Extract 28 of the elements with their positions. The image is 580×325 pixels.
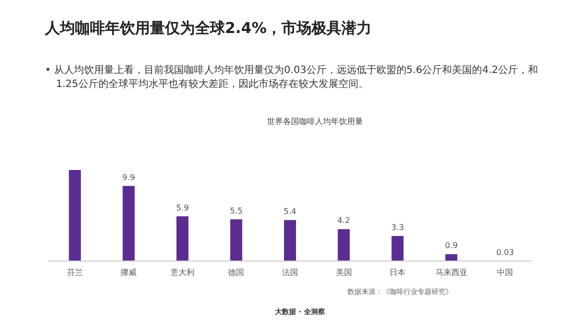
x-tick-label: 德国	[228, 268, 244, 277]
text: • 从人均饮用量上看，目前我国咖啡人均年饮用量仅为0.03公斤，远远低于欧盟的5.6公斤和美国的4.2公斤，和1.25公斤的全球平均水平也有较大差距，因此市场存在较大发展空间。	[45, 64, 538, 90]
x-tick-label: 法国	[282, 268, 298, 277]
bar	[445, 254, 458, 261]
data-label: 3.3	[391, 222, 404, 232]
bar	[122, 186, 135, 261]
chart-subtitle: 世界各国咖啡人均年饮用量	[267, 117, 363, 126]
data-label: 9.9	[122, 172, 136, 182]
data-label: 0.03	[496, 248, 514, 257]
x-tick-label: 中国	[497, 268, 514, 277]
data-label: 5.9	[176, 203, 189, 212]
bar	[284, 220, 296, 261]
chart-title: 人均咖啡年饮用量仅为全球2.4%，市场极具潜力	[44, 19, 372, 37]
x-tick-label: 挪威	[120, 268, 137, 277]
data-label: 0.9	[444, 241, 458, 250]
bar	[230, 219, 242, 261]
x-tick-label: 美国	[336, 268, 352, 277]
data-label: 4.2	[337, 216, 350, 226]
x-tick-label: 意大利	[169, 268, 194, 277]
x-tick-label: 马来西亚	[435, 268, 468, 277]
bar	[392, 236, 404, 261]
bar	[176, 216, 188, 261]
bar	[338, 229, 350, 261]
x-tick-label: 日本	[390, 268, 406, 277]
bar	[68, 170, 81, 261]
x-tick-label: 芬兰	[66, 268, 83, 277]
data-label: 5.5	[230, 206, 243, 216]
data-label: 5.4	[284, 207, 296, 216]
